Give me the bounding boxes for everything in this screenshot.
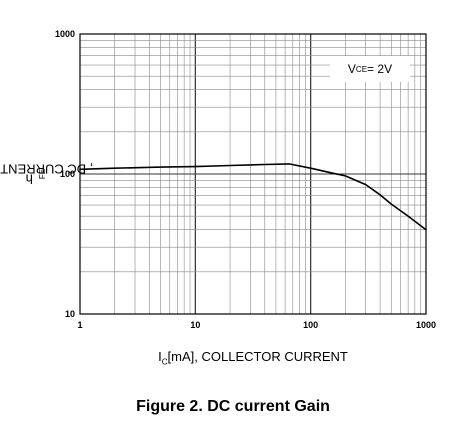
plot-border <box>79 33 427 315</box>
x-tick-label: 1000 <box>416 320 436 330</box>
xlabel-main: I <box>158 349 162 364</box>
x-tick-label: 1 <box>77 320 82 330</box>
y-tick-label: 10 <box>65 309 75 319</box>
x-tick-label: 100 <box>303 320 318 330</box>
x-tick-label: 10 <box>190 320 200 330</box>
xlabel-sub: C <box>161 357 168 367</box>
y-tick-label: 100 <box>60 169 75 179</box>
vce-annotation: V CE = 2V <box>330 56 410 82</box>
figure-caption: Figure 2. DC current Gain <box>136 398 330 415</box>
xlabel-rest: [mA], COLLECTOR CURRENT <box>167 349 348 364</box>
hfe-curve <box>79 163 427 231</box>
annotation-sub: CE <box>355 64 368 74</box>
series-lines <box>79 163 427 231</box>
annotation-main: V <box>347 62 356 76</box>
x-axis-label: IC[mA], COLLECTOR CURRENT <box>80 349 426 367</box>
plot-frame <box>79 33 427 315</box>
y-tick-label: 1000 <box>55 29 75 39</box>
ylabel-rest: , DC CURRENT GAIN <box>0 161 94 177</box>
annotation-rest: = 2V <box>367 62 393 76</box>
